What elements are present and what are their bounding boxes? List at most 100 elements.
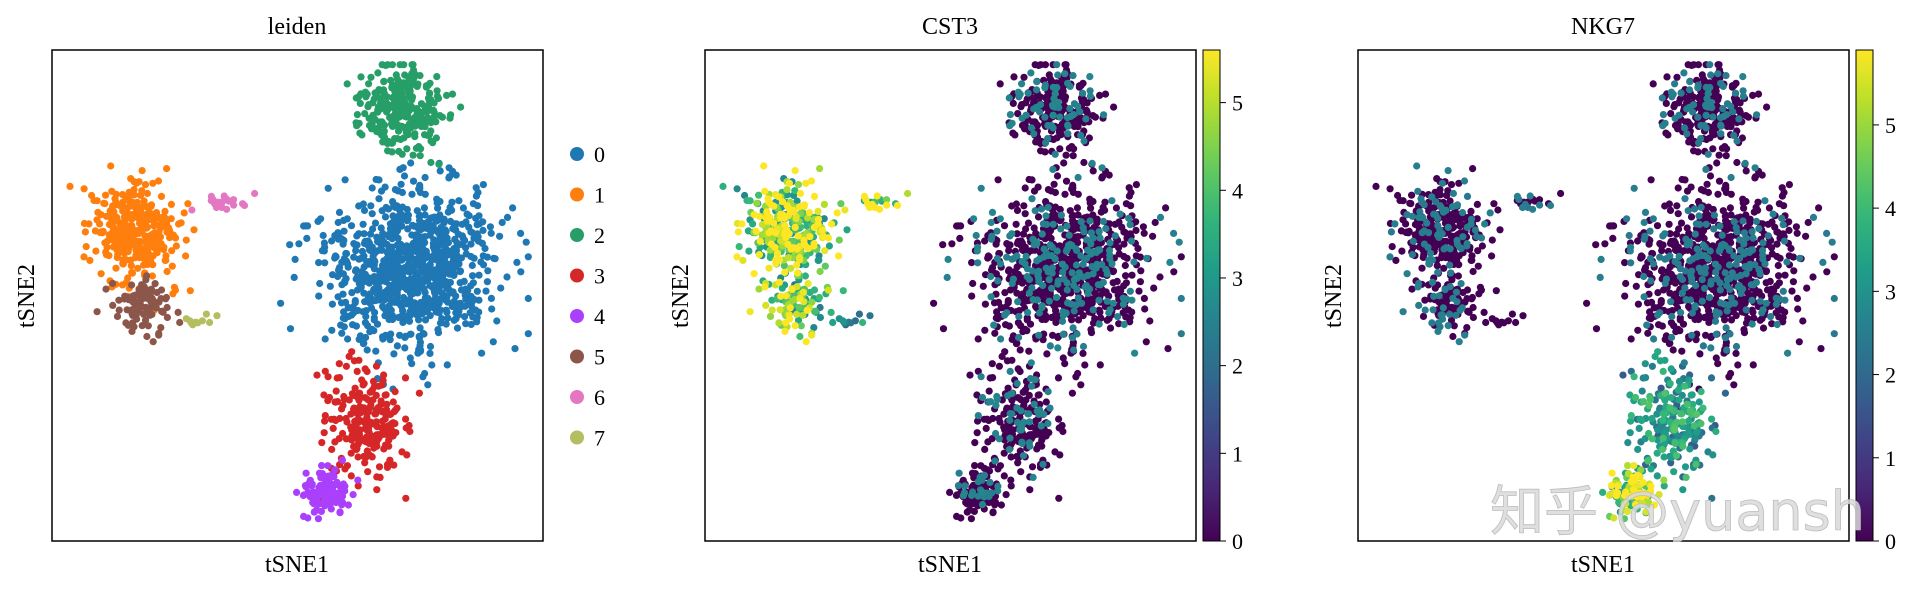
- data-point: [295, 240, 303, 248]
- data-point: [489, 338, 497, 346]
- data-point: [352, 266, 360, 274]
- data-point: [1004, 384, 1012, 392]
- data-point: [1083, 254, 1091, 262]
- data-point: [147, 210, 155, 218]
- data-point: [1033, 430, 1042, 438]
- data-point: [373, 93, 381, 101]
- data-point: [202, 310, 210, 318]
- data-point: [1033, 238, 1041, 246]
- data-point: [326, 488, 334, 497]
- data-point: [334, 218, 342, 227]
- data-point: [770, 219, 778, 227]
- data-point: [1079, 312, 1087, 320]
- data-point: [421, 173, 429, 182]
- data-point: [452, 292, 460, 300]
- data-point: [1061, 61, 1069, 69]
- data-point: [350, 357, 358, 365]
- data-point: [1726, 204, 1734, 212]
- data-point: [424, 218, 432, 226]
- data-point: [402, 415, 410, 423]
- data-point: [1677, 219, 1686, 227]
- data-point: [1050, 180, 1058, 188]
- data-point: [996, 215, 1004, 223]
- data-point: [370, 316, 378, 324]
- data-point: [1014, 394, 1022, 402]
- data-point: [517, 268, 525, 276]
- data-point: [428, 361, 436, 369]
- data-point: [479, 226, 487, 234]
- data-point: [438, 266, 446, 275]
- data-point: [321, 417, 329, 425]
- data-point: [866, 312, 874, 320]
- scatter-points: [66, 61, 532, 523]
- data-point: [1436, 191, 1444, 199]
- data-point: [409, 151, 417, 159]
- data-point: [320, 391, 328, 399]
- data-point: [1022, 252, 1030, 260]
- data-point: [1730, 381, 1738, 389]
- data-point: [1703, 180, 1711, 188]
- data-point: [1754, 90, 1763, 98]
- data-point: [1023, 316, 1031, 324]
- data-point: [402, 494, 410, 502]
- data-point: [1077, 218, 1085, 226]
- data-point: [1768, 285, 1776, 293]
- data-point: [416, 324, 424, 332]
- data-point: [1627, 335, 1635, 343]
- data-point: [1637, 252, 1645, 260]
- data-point: [1036, 255, 1044, 263]
- data-point: [1006, 434, 1014, 442]
- data-point: [162, 295, 170, 303]
- data-point: [1048, 284, 1056, 292]
- data-point: [1170, 229, 1178, 237]
- data-point: [128, 211, 136, 219]
- data-point: [363, 419, 371, 427]
- data-point: [1035, 61, 1043, 69]
- data-point: [479, 181, 487, 189]
- data-point: [1674, 122, 1682, 130]
- data-point: [734, 228, 743, 236]
- data-point: [1752, 203, 1760, 211]
- data-point: [318, 247, 326, 255]
- data-point: [804, 214, 812, 222]
- data-point: [130, 202, 138, 210]
- data-point: [1778, 184, 1786, 192]
- data-point: [479, 252, 487, 260]
- data-point: [1704, 188, 1712, 197]
- data-point: [1072, 373, 1080, 381]
- data-point: [1096, 91, 1104, 99]
- data-point: [1033, 407, 1041, 415]
- data-point: [1426, 204, 1434, 212]
- data-point: [375, 382, 383, 390]
- data-point: [487, 294, 495, 302]
- data-point: [398, 103, 406, 111]
- data-point: [796, 256, 804, 264]
- data-point: [1089, 197, 1097, 206]
- data-point: [359, 381, 367, 389]
- data-point: [981, 237, 989, 245]
- data-point: [1014, 459, 1022, 467]
- data-point: [1114, 313, 1122, 321]
- data-point: [401, 332, 410, 340]
- data-point: [985, 492, 993, 501]
- data-point: [387, 265, 395, 273]
- data-point: [1773, 240, 1781, 248]
- data-point: [416, 342, 424, 350]
- data-point: [348, 390, 356, 398]
- data-point: [353, 111, 361, 119]
- data-point: [762, 301, 770, 309]
- data-point: [1750, 314, 1758, 322]
- data-point: [977, 373, 985, 381]
- data-point: [1058, 421, 1066, 430]
- data-point: [342, 362, 350, 370]
- data-point: [1027, 69, 1035, 77]
- data-point: [1775, 279, 1783, 287]
- data-point: [1087, 204, 1095, 212]
- data-point: [361, 365, 369, 373]
- data-point: [1683, 224, 1691, 232]
- data-point: [1013, 289, 1021, 297]
- data-point: [794, 181, 803, 189]
- data-point: [1455, 261, 1463, 269]
- data-point: [388, 139, 396, 147]
- data-point: [1019, 230, 1028, 238]
